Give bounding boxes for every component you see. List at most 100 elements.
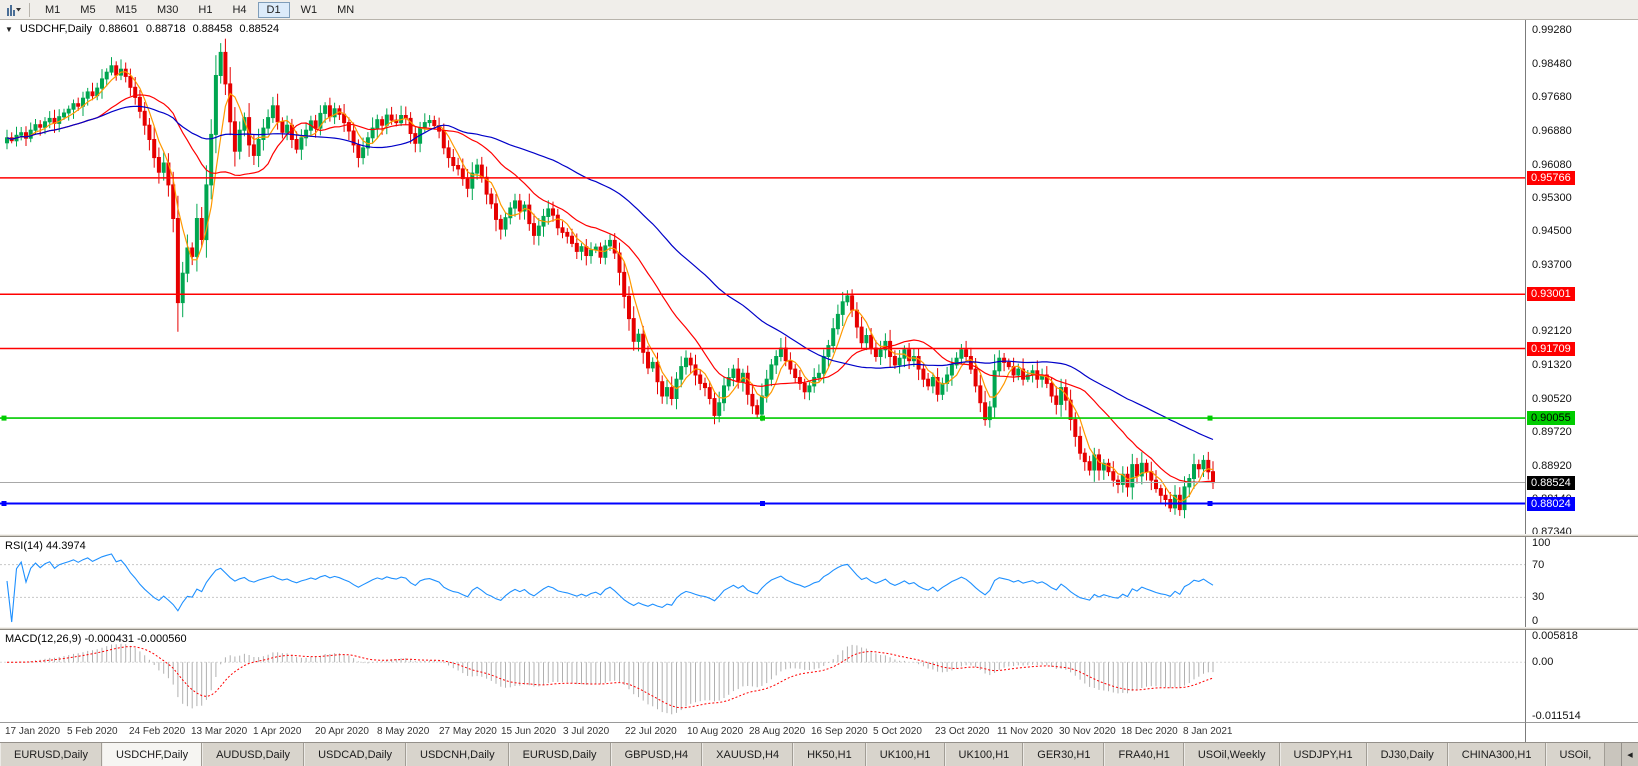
timeframe-button-h1[interactable]: H1	[198, 3, 213, 16]
date-axis[interactable]: 17 Jan 2020 5 Feb 2020 24 Feb 2020 13 Mar 2…	[0, 722, 1526, 742]
chart-tab-15[interactable]: DJ30,Daily	[1366, 743, 1448, 766]
chart-tab-0[interactable]: EURUSD,Daily	[0, 743, 102, 766]
hline-price-badge: 0.90055	[1527, 411, 1575, 426]
price-scale-label: 0.93700	[1532, 258, 1572, 271]
main-chart-panel: ▼ USDCHF,Daily 0.88601 0.88718 0.88458 0…	[0, 20, 1638, 534]
date-label: 22 Jul 2020	[625, 726, 677, 737]
toolbar-separator	[29, 2, 30, 17]
macd-panel: MACD(12,26,9) -0.000431 -0.000560 0.0058…	[0, 630, 1638, 722]
timeframe-button-m1[interactable]: M1	[45, 3, 61, 16]
rsi-plot[interactable]: RSI(14) 44.3974	[0, 537, 1526, 627]
date-label: 28 Aug 2020	[749, 726, 806, 737]
date-label: 27 May 2020	[439, 726, 497, 737]
price-scale-label: 0.96880	[1532, 125, 1572, 138]
price-scale-label: 0.96080	[1532, 158, 1572, 171]
date-label: 13 Mar 2020	[191, 726, 248, 737]
chart-tab-7[interactable]: XAUUSD,H4	[702, 743, 794, 766]
rsi-panel: RSI(14) 44.3974 100 70 30 0	[0, 537, 1638, 627]
price-scale-label: 0.90520	[1532, 392, 1572, 405]
chart-header: ▼ USDCHF,Daily 0.88601 0.88718 0.88458 0…	[5, 23, 279, 35]
hline-price-badge: 0.95766	[1527, 170, 1575, 185]
date-label: 5 Feb 2020	[67, 726, 118, 737]
chart-tab-11[interactable]: GER30,H1	[1023, 743, 1105, 766]
tab-bar: EURUSD,Daily USDCHF,Daily AUDUSD,Daily USDC…	[0, 742, 1638, 766]
price-scale-label: 0.89720	[1532, 426, 1572, 439]
rsi-label: RSI(14) 44.3974	[5, 540, 86, 552]
hline-price-badge: 0.91709	[1527, 341, 1575, 356]
chart-tab-13[interactable]: USOil,Weekly	[1183, 743, 1280, 766]
macd-scale-label: 0.00	[1532, 656, 1554, 669]
date-label: 1 Apr 2020	[253, 726, 302, 737]
chart-tab-8[interactable]: HK50,H1	[793, 743, 866, 766]
timeframe-buttons: M1 M5 M15 M30 H1 H4 D1 W1 MN	[35, 1, 364, 18]
date-label: 24 Feb 2020	[129, 726, 186, 737]
date-label: 8 Jan 2021	[1183, 726, 1233, 737]
rsi-svg	[0, 553, 1525, 623]
price-scale-label: 0.91320	[1532, 358, 1572, 371]
main-chart-svg	[0, 38, 1525, 519]
macd-scale: 0.005818 0.00 -0.011514	[1526, 630, 1638, 722]
date-label: 3 Jul 2020	[563, 726, 610, 737]
timeframe-button-m5[interactable]: M5	[80, 3, 96, 16]
price-scale-label: 0.95300	[1532, 191, 1572, 204]
chart-tab-6[interactable]: GBPUSD,H4	[610, 743, 703, 766]
date-axis-row: 17 Jan 2020 5 Feb 2020 24 Feb 2020 13 Mar 2…	[0, 722, 1638, 742]
chart-tab-2[interactable]: AUDUSD,Daily	[202, 743, 305, 766]
chart-tab-14[interactable]: USDJPY,H1	[1279, 743, 1367, 766]
bar-chart-icon	[7, 4, 21, 16]
tab-scroll-left-button[interactable]: ◀	[1621, 743, 1638, 766]
timeframe-button-m30[interactable]: M30	[156, 3, 179, 16]
chart-tab-10[interactable]: UK100,H1	[944, 743, 1024, 766]
ohlc-close: 0.88524	[239, 23, 280, 35]
timeframe-button-mn[interactable]: MN	[337, 3, 355, 16]
timeframe-toolbar: M1 M5 M15 M30 H1 H4 D1 W1 MN	[0, 0, 1638, 20]
main-price-scale: 0.99280 0.98480 0.97680 0.96880 0.96080 0.953…	[1526, 20, 1638, 534]
macd-plot[interactable]: MACD(12,26,9) -0.000431 -0.000560	[0, 630, 1526, 722]
chart-tab-3[interactable]: USDCAD,Daily	[304, 743, 407, 766]
chart-tab-16[interactable]: CHINA300,H1	[1447, 743, 1546, 766]
date-label: 20 Apr 2020	[315, 726, 369, 737]
hline-price-badge: 0.88024	[1527, 496, 1575, 511]
ohlc-open: 0.88601	[99, 23, 139, 35]
date-label: 11 Nov 2020	[997, 726, 1053, 737]
timeframe-button-h4[interactable]: H4	[232, 3, 247, 16]
price-scale-label: 0.88920	[1532, 459, 1572, 472]
chart-tab-12[interactable]: FRA40,H1	[1104, 743, 1184, 766]
date-label: 5 Oct 2020	[873, 726, 922, 737]
rsi-scale: 100 70 30 0	[1526, 537, 1638, 627]
timeframe-button-d1[interactable]: D1	[257, 1, 290, 18]
ohlc-low: 0.88458	[192, 23, 233, 35]
date-label: 23 Oct 2020	[935, 726, 990, 737]
price-scale-label: 0.92120	[1532, 325, 1572, 338]
date-label: 18 Dec 2020	[1121, 726, 1178, 737]
price-scale-label: 0.94500	[1532, 225, 1572, 238]
chart-tab-5[interactable]: EURUSD,Daily	[508, 743, 611, 766]
date-label: 17 Jan 2020	[5, 726, 61, 737]
chart-tab-17[interactable]: USOil,	[1545, 743, 1606, 766]
chart-tab-1[interactable]: USDCHF,Daily	[101, 743, 203, 766]
ohlc-high: 0.88718	[145, 23, 186, 35]
macd-scale-label: -0.011514	[1532, 710, 1581, 722]
chart-tabs: EURUSD,Daily USDCHF,Daily AUDUSD,Daily USDC…	[0, 743, 1638, 766]
chart-tab-4[interactable]: USDCNH,Daily	[406, 743, 509, 766]
price-scale-label: 0.99280	[1532, 24, 1572, 37]
rsi-scale-label: 30	[1532, 591, 1545, 604]
macd-scale-label: 0.005818	[1532, 630, 1578, 642]
chart-tab-9[interactable]: UK100,H1	[865, 743, 945, 766]
chart-symbol-title: USDCHF,Daily	[19, 23, 93, 35]
timeframe-button-m15[interactable]: M15	[115, 3, 137, 16]
panel-splitter[interactable]	[0, 534, 1638, 537]
panel-splitter[interactable]	[0, 627, 1638, 630]
timeframe-button-w1[interactable]: W1	[300, 3, 318, 16]
price-scale-label: 0.87340	[1532, 526, 1572, 534]
rsi-scale-label: 100	[1532, 537, 1551, 549]
main-chart-plot[interactable]: ▼ USDCHF,Daily 0.88601 0.88718 0.88458 0…	[0, 20, 1526, 534]
chart-period-icon[interactable]	[6, 3, 21, 17]
date-label: 15 Jun 2020	[501, 726, 557, 737]
hline-price-badge: 0.93001	[1527, 287, 1575, 302]
date-label: 30 Nov 2020	[1059, 726, 1116, 737]
collapse-arrow-icon[interactable]: ▼	[5, 24, 13, 34]
macd-svg	[0, 643, 1525, 715]
rsi-scale-label: 70	[1532, 558, 1545, 571]
